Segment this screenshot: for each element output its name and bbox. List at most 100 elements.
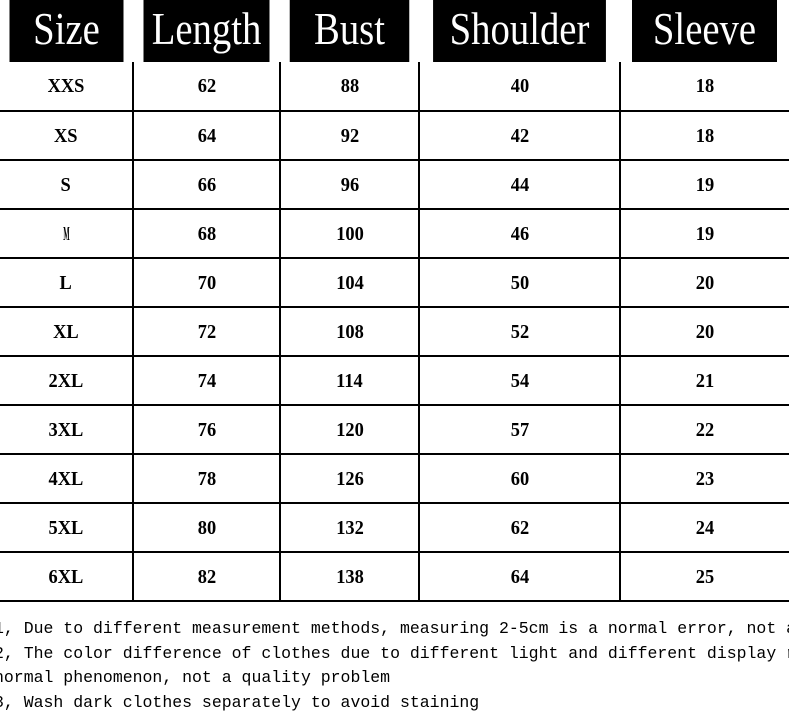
cell-value: 4XL [49, 468, 84, 490]
cell-value: 21 [696, 370, 714, 392]
table-header: Size Length Bust Shoulder Sleeve [0, 0, 789, 62]
cell-shoulder: 50 [419, 258, 620, 307]
cell-value: 80 [197, 517, 215, 539]
footnote-line: 2, The color difference of clothes due t… [0, 642, 789, 667]
cell-value: 6XL [49, 566, 84, 588]
cell-length: 80 [133, 503, 280, 552]
footnotes-block: 1, Due to different measurement methods,… [0, 617, 789, 715]
cell-value: 108 [336, 321, 364, 343]
cell-value: 18 [696, 125, 714, 147]
cell-value: 100 [336, 223, 364, 245]
cell-sleeve: 19 [620, 160, 789, 209]
cell-value: 54 [510, 370, 528, 392]
cell-value: 88 [340, 75, 358, 97]
cell-bust: 126 [280, 454, 419, 503]
cell-value: 46 [510, 223, 528, 245]
cell-value: 60 [510, 468, 528, 490]
table-header-row: Size Length Bust Shoulder Sleeve [0, 0, 789, 62]
cell-value: M [63, 223, 69, 245]
cell-value: 132 [336, 517, 364, 539]
cell-value: 76 [197, 419, 215, 441]
cell-size: 4XL [0, 454, 133, 503]
cell-value: 24 [696, 517, 714, 539]
cell-shoulder: 44 [419, 160, 620, 209]
cell-value: 70 [197, 272, 215, 294]
table-row: S 66 96 44 19 [0, 160, 789, 209]
cell-shoulder: 60 [419, 454, 620, 503]
column-header-length: Length [143, 0, 269, 62]
column-header-sleeve: Sleeve [632, 0, 777, 62]
cell-value: 23 [696, 468, 714, 490]
cell-value: 64 [197, 125, 215, 147]
cell-size: XS [0, 111, 133, 160]
cell-size: XL [0, 307, 133, 356]
cell-sleeve: 24 [620, 503, 789, 552]
column-header-shoulder: Shoulder [433, 0, 606, 62]
cell-value: 64 [510, 566, 528, 588]
cell-value: 104 [336, 272, 364, 294]
cell-size: 2XL [0, 356, 133, 405]
cell-value: 96 [340, 174, 358, 196]
cell-value: 78 [197, 468, 215, 490]
cell-size: 3XL [0, 405, 133, 454]
cell-value: 68 [197, 223, 215, 245]
cell-shoulder: 40 [419, 62, 620, 111]
cell-value: 19 [696, 174, 714, 196]
cell-sleeve: 20 [620, 307, 789, 356]
cell-bust: 138 [280, 552, 419, 601]
cell-value: 20 [696, 272, 714, 294]
cell-length: 76 [133, 405, 280, 454]
size-chart-table: Size Length Bust Shoulder Sleeve XXS 62 88… [0, 0, 789, 602]
cell-value: 18 [696, 75, 714, 97]
cell-bust: 100 [280, 209, 419, 258]
cell-length: 78 [133, 454, 280, 503]
table-row: M 68 100 46 19 [0, 209, 789, 258]
cell-shoulder: 57 [419, 405, 620, 454]
cell-value: 3XL [49, 419, 84, 441]
cell-value: 52 [510, 321, 528, 343]
cell-value: 44 [510, 174, 528, 196]
cell-value: 62 [510, 517, 528, 539]
cell-length: 72 [133, 307, 280, 356]
cell-shoulder: 46 [419, 209, 620, 258]
cell-value: 50 [510, 272, 528, 294]
cell-sleeve: 22 [620, 405, 789, 454]
cell-value: 72 [197, 321, 215, 343]
cell-sleeve: 25 [620, 552, 789, 601]
cell-length: 64 [133, 111, 280, 160]
cell-bust: 88 [280, 62, 419, 111]
cell-shoulder: 62 [419, 503, 620, 552]
footnote-line: 1, Due to different measurement methods,… [0, 617, 789, 642]
cell-value: 120 [336, 419, 364, 441]
cell-value: L [60, 272, 72, 294]
cell-value: 74 [197, 370, 215, 392]
cell-bust: 108 [280, 307, 419, 356]
cell-size: XXS [0, 62, 133, 111]
cell-value: 22 [696, 419, 714, 441]
table-row: L 70 104 50 20 [0, 258, 789, 307]
table-row: XXS 62 88 40 18 [0, 62, 789, 111]
cell-sleeve: 20 [620, 258, 789, 307]
cell-value: 66 [197, 174, 215, 196]
cell-value: 5XL [49, 517, 84, 539]
cell-length: 68 [133, 209, 280, 258]
cell-size: L [0, 258, 133, 307]
cell-value: 92 [340, 125, 358, 147]
cell-length: 62 [133, 62, 280, 111]
footnote-line: normal phenomenon, not a quality problem [0, 666, 789, 691]
cell-sleeve: 19 [620, 209, 789, 258]
cell-shoulder: 54 [419, 356, 620, 405]
footnote-line: 3, Wash dark clothes separately to avoid… [0, 691, 789, 715]
cell-value: 19 [696, 223, 714, 245]
cell-value: XXS [48, 75, 85, 97]
cell-value: 20 [696, 321, 714, 343]
column-header-bust: Bust [290, 0, 410, 62]
cell-value: S [61, 174, 71, 196]
cell-value: 25 [696, 566, 714, 588]
column-header-size: Size [9, 0, 123, 62]
cell-length: 70 [133, 258, 280, 307]
cell-bust: 92 [280, 111, 419, 160]
